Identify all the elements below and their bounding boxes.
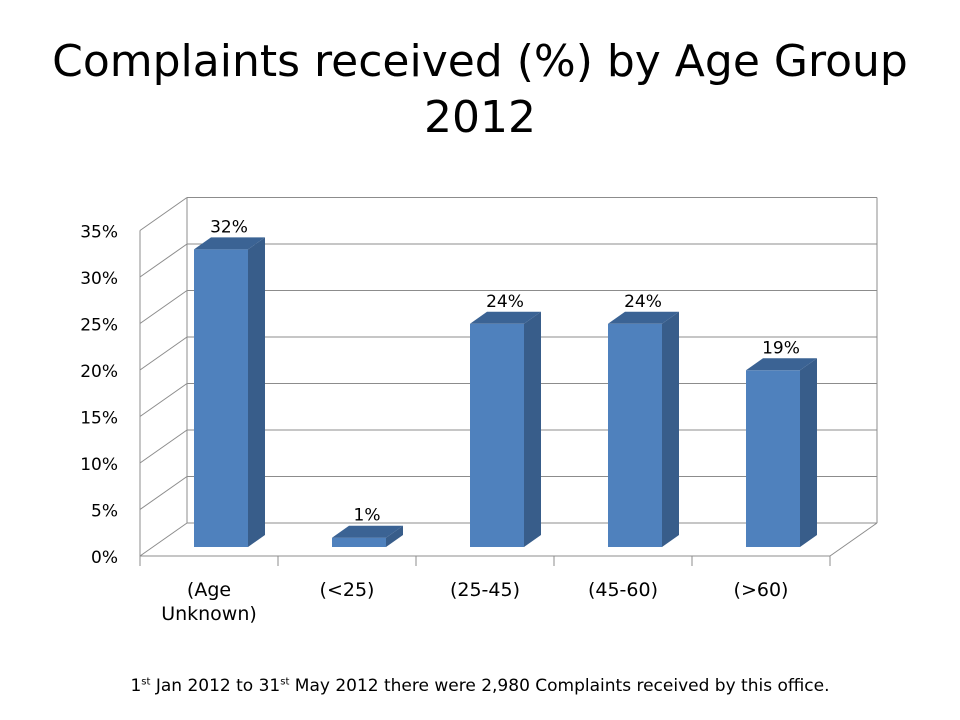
bar-side: [662, 311, 679, 547]
bar-side: [524, 311, 541, 547]
side-gridline: [139, 522, 188, 557]
title-line-1: Complaints received (%) by Age Group: [52, 36, 908, 87]
side-gridline: [139, 243, 188, 278]
bar-top: [194, 237, 265, 250]
bar-top: [470, 311, 541, 324]
data-label: 32%: [210, 217, 248, 237]
bar: [470, 323, 524, 547]
y-tick-label: 35%: [80, 223, 118, 243]
bar-side: [800, 358, 817, 547]
x-tick-label: (Age: [187, 579, 231, 601]
footnote-part-3: May 2012 there were 2,980 Complaints rec…: [289, 676, 830, 696]
footnote-sup-2: st: [280, 676, 290, 688]
bar: [608, 323, 662, 547]
data-label: 24%: [486, 292, 524, 312]
side-gridline: [139, 290, 188, 324]
bar: [746, 370, 800, 547]
y-tick-label: 0%: [91, 548, 118, 568]
footnote-part-2: Jan 2012 to 31: [150, 676, 281, 696]
data-label: 1%: [354, 506, 381, 526]
bar: [332, 537, 386, 547]
side-gridline: [139, 476, 188, 510]
y-tick-label: 5%: [91, 502, 118, 522]
y-tick-label: 25%: [80, 316, 118, 336]
side-gridline: [139, 429, 188, 464]
bar-side: [386, 525, 403, 547]
chart-title: Complaints received (%) by Age Group 201…: [40, 34, 920, 146]
x-tick-label: (>60): [734, 579, 789, 601]
x-tick-label: (<25): [320, 579, 375, 601]
title-line-2: 2012: [424, 92, 536, 143]
y-tick-label: 20%: [80, 362, 118, 382]
footnote-part-1: 1: [130, 676, 142, 696]
floor-right-edge: [829, 522, 878, 557]
x-tick-label: (25-45): [450, 579, 520, 601]
footnote-sup-1: st: [141, 676, 151, 688]
bar-top: [332, 525, 403, 538]
side-gridline: [139, 336, 188, 371]
footnote: 1st Jan 2012 to 31st May 2012 there were…: [0, 676, 960, 696]
bar: [194, 249, 248, 547]
side-gridline: [139, 383, 188, 417]
bar-top: [746, 358, 817, 371]
bar-side: [248, 237, 265, 547]
x-tick-label: Unknown): [161, 603, 257, 625]
data-label: 24%: [624, 292, 662, 312]
y-tick-label: 30%: [80, 269, 118, 289]
x-tick-label: (45-60): [588, 579, 658, 601]
data-label: 19%: [762, 338, 800, 358]
side-gridline: [139, 197, 188, 231]
y-tick-label: 15%: [80, 409, 118, 429]
bar-top: [608, 311, 679, 324]
y-tick-label: 10%: [80, 455, 118, 475]
